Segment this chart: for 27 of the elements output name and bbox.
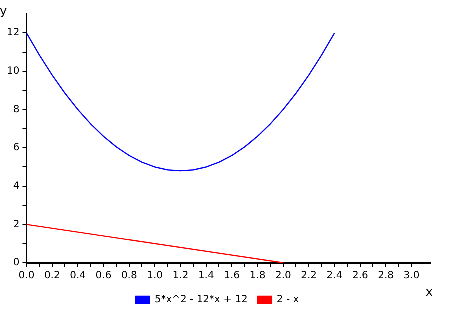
x-tick-label: 3.0	[404, 270, 420, 282]
y-tick-label: 6	[13, 142, 20, 154]
x-tick-label: 1.6	[224, 270, 240, 282]
x-tick-label: 1.8	[250, 270, 266, 282]
x-tick-label: 0.6	[96, 270, 112, 282]
x-tick-label: 2.6	[352, 270, 368, 282]
x-axis-title: x	[426, 285, 433, 300]
x-tick-label: 2.4	[326, 270, 343, 282]
y-tick-label: 10	[6, 66, 20, 78]
x-tick-label: 0.2	[44, 270, 60, 282]
y-axis-title: y	[0, 4, 8, 18]
x-tick-label: 1.4	[198, 270, 214, 282]
x-tick-label: 1.2	[172, 270, 189, 282]
x-tick-label: 1.0	[147, 270, 164, 282]
y-tick-label: 8	[13, 104, 20, 116]
x-tick-label: 0.4	[70, 270, 86, 282]
x-tick-label: 2.8	[378, 270, 394, 282]
legend-label: 5*x^2 - 12*x + 12	[154, 294, 248, 306]
x-tick-label: 2.2	[301, 270, 318, 282]
x-tick-label: 2.0	[275, 270, 292, 282]
y-tick-label: 2	[13, 219, 20, 230]
y-tick-label: 12	[6, 28, 20, 39]
legend-label: 2 - x	[276, 294, 300, 306]
x-tick-label: 0.0	[18, 270, 35, 282]
y-tick-label: 0	[13, 258, 20, 269]
y-tick-label: 4	[13, 180, 20, 192]
x-tick-label: 0.8	[121, 270, 138, 282]
